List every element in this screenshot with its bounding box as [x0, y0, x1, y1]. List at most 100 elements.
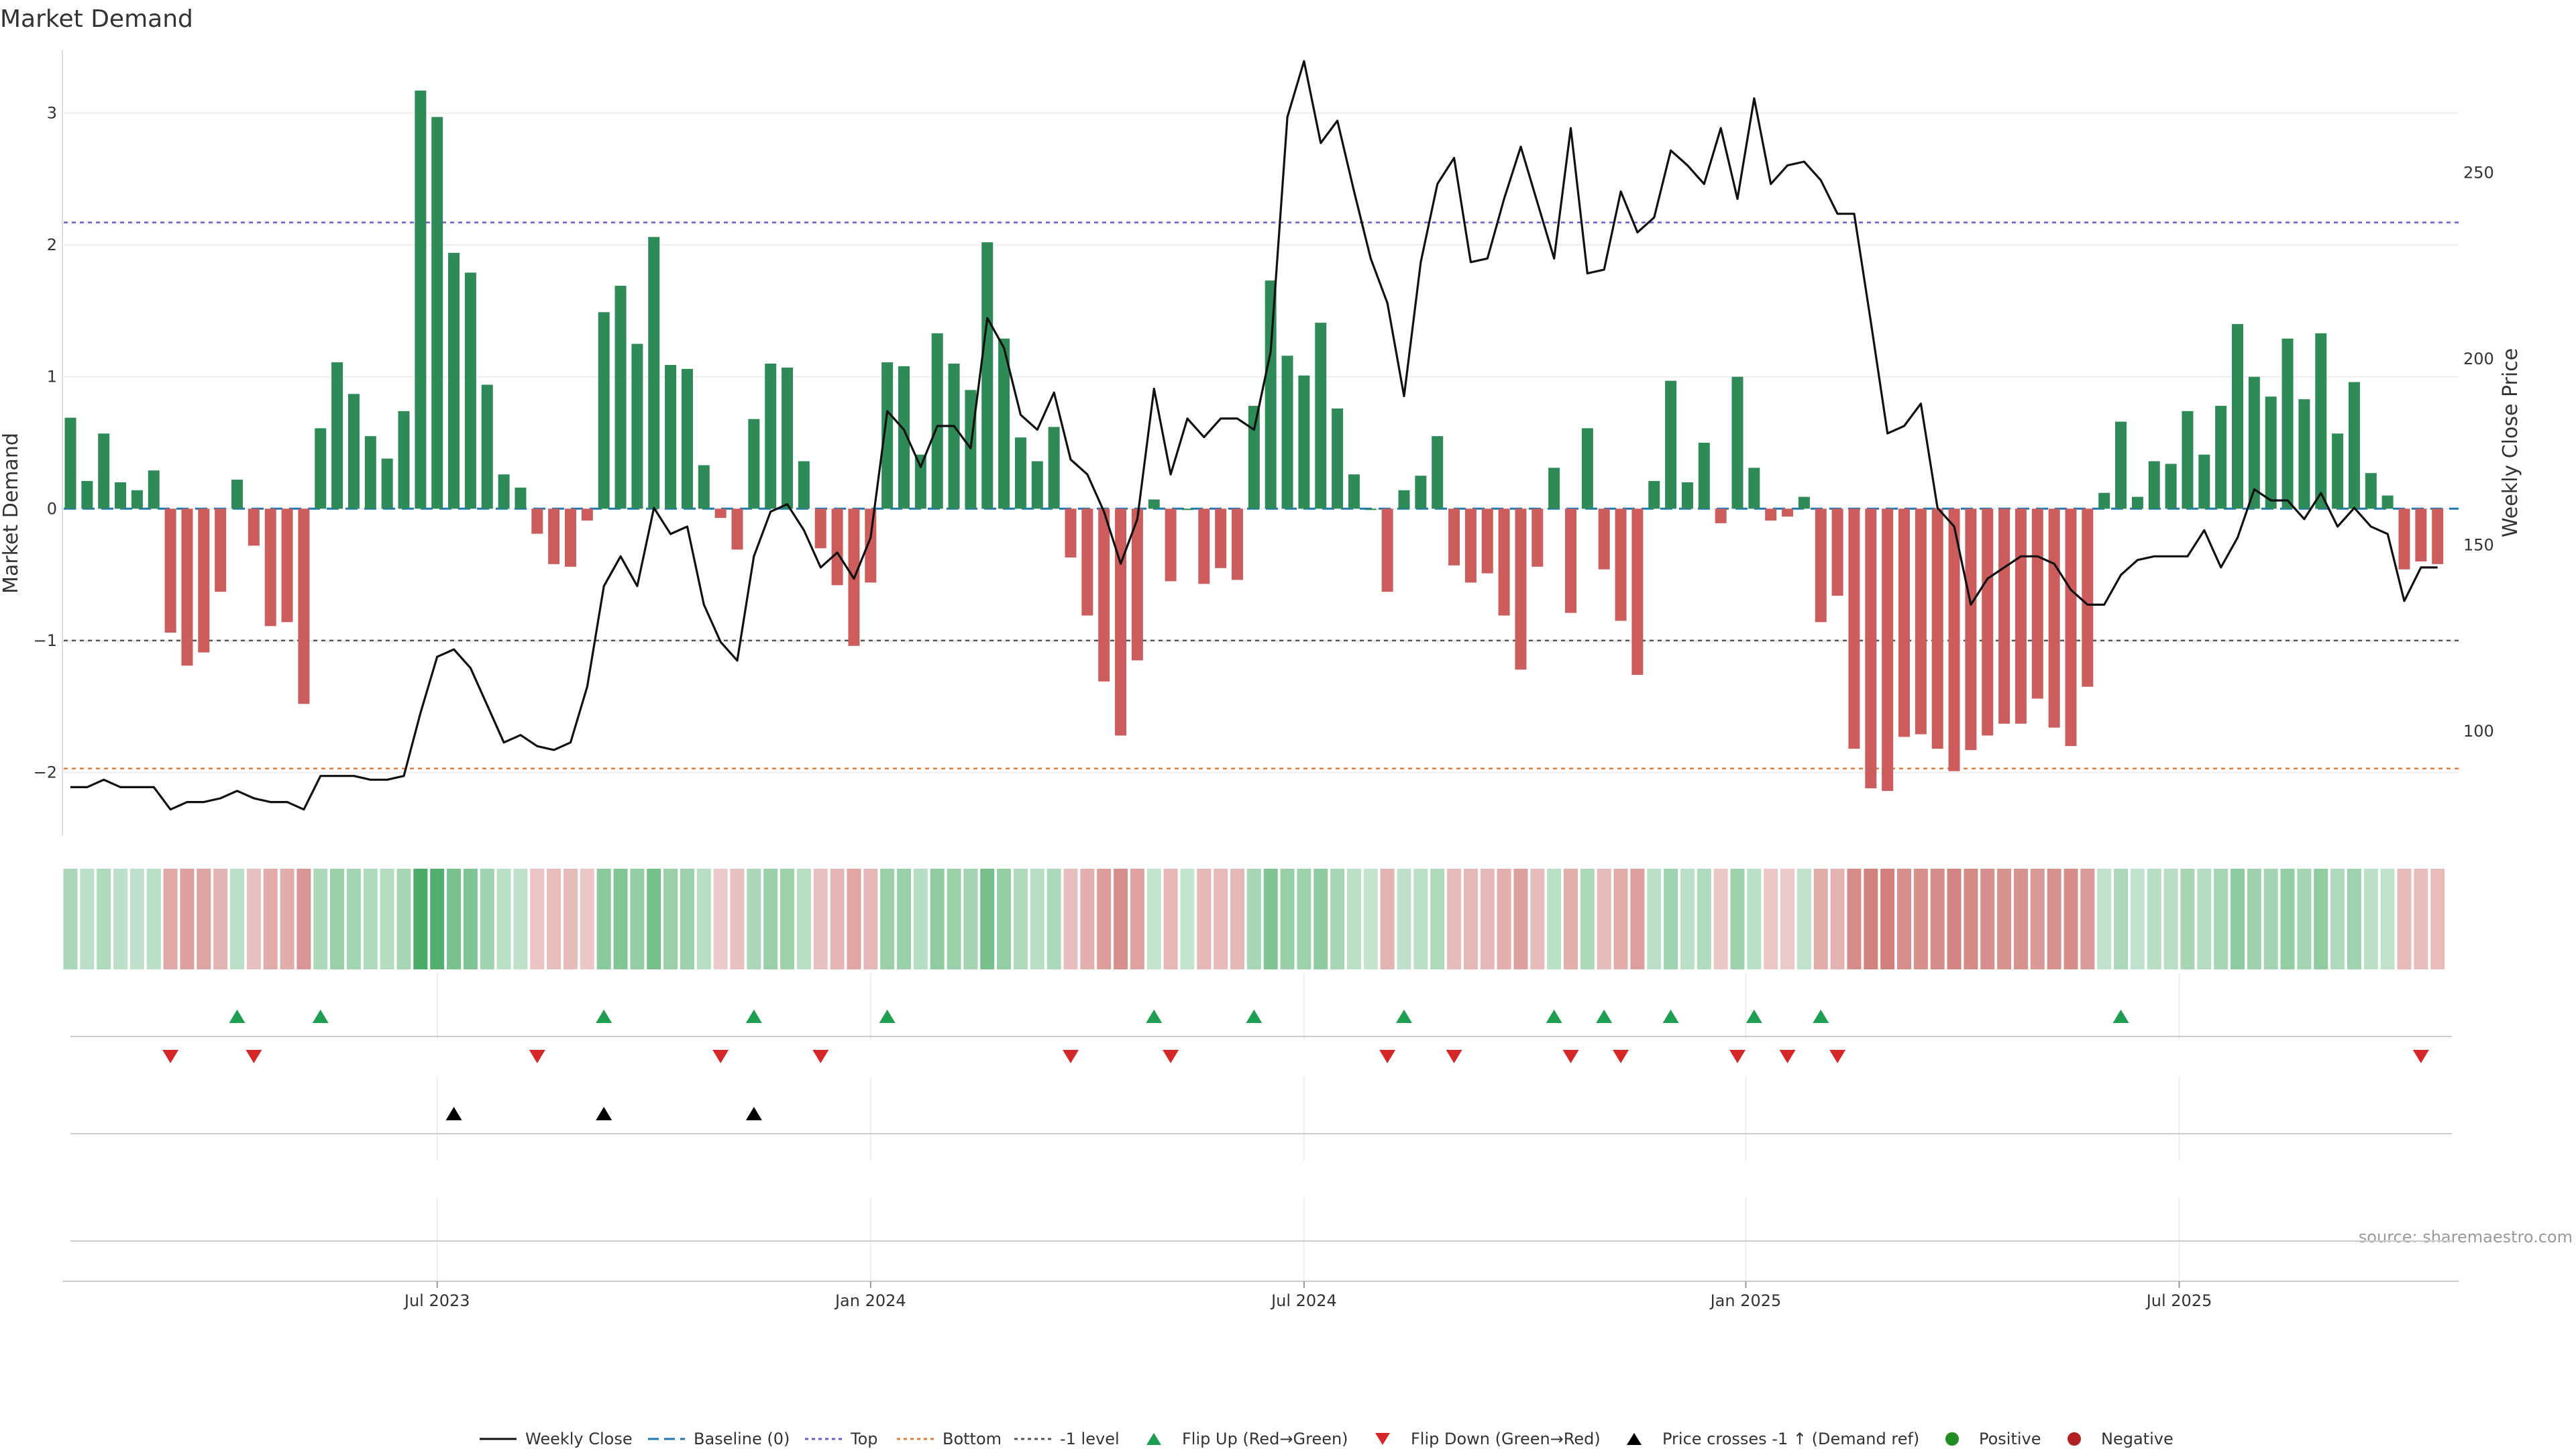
demand-bar: [914, 454, 926, 509]
demand-bar: [498, 474, 510, 509]
demand-bar: [898, 366, 910, 509]
demand-bar: [2198, 454, 2210, 509]
flip-up-marker: [1813, 1010, 1829, 1023]
heat-cell: [1163, 869, 1178, 969]
heat-cell: [863, 869, 878, 969]
heat-cell: [796, 869, 811, 969]
demand-bar: [2048, 508, 2060, 728]
y2-axis-label: Weekly Close Price: [2499, 348, 2522, 537]
demand-bar: [1515, 508, 1527, 670]
heat-cell: [1330, 869, 1345, 969]
heat-cell: [1380, 869, 1395, 969]
price-cross-marker: [745, 1107, 762, 1120]
axis-ticks: −2 −1 0 1 2 3 100 150 200 250 Jul 2023 Jan 2024 Jul …: [34, 103, 2494, 1310]
heat-cell: [447, 869, 462, 969]
flip-up-marker: [2112, 1010, 2129, 1023]
demand-bar: [681, 368, 693, 509]
heat-cell: [2047, 869, 2061, 969]
heat-cell: [1463, 869, 1478, 969]
heat-cell: [1630, 869, 1645, 969]
heat-cell: [2013, 869, 2028, 969]
heat-cell: [747, 869, 761, 969]
demand-bar: [1381, 508, 1393, 592]
heat-cell: [413, 869, 428, 969]
demand-bar: [1481, 508, 1493, 574]
demand-bar: [1315, 323, 1327, 509]
heat-cell: [1647, 869, 1662, 969]
heat-cell: [680, 869, 694, 969]
demand-bar: [1014, 437, 1026, 509]
demand-bar: [1748, 468, 1760, 509]
heat-cell: [730, 869, 745, 969]
heat-cell: [163, 869, 178, 969]
demand-bar: [315, 428, 327, 509]
heat-cell: [97, 869, 111, 969]
flip-down-marker: [1779, 1050, 1796, 1063]
demand-bar: [2015, 508, 2027, 724]
demand-bar: [2165, 464, 2177, 509]
demand-bar: [1898, 508, 1910, 737]
heat-cell: [1897, 869, 1911, 969]
heat-cell: [297, 869, 311, 969]
heat-cell: [1796, 869, 1811, 969]
demand-bar: [1464, 508, 1477, 583]
demand-bar: [731, 508, 743, 550]
heat-cell: [430, 869, 445, 969]
heat-cell: [1313, 869, 1328, 969]
heat-cell: [1597, 869, 1611, 969]
legend-top-label: Top: [850, 1430, 878, 1448]
demand-bar: [515, 487, 527, 509]
heat-cell: [1580, 869, 1595, 969]
demand-bar: [1765, 508, 1777, 521]
demand-bar: [814, 508, 826, 549]
legend-negative-swatch: [2068, 1432, 2081, 1446]
demand-bar: [2065, 508, 2077, 747]
x-tick-label: Jul 2025: [2145, 1291, 2212, 1310]
heat-cell: [547, 869, 561, 969]
demand-bar: [2381, 495, 2394, 509]
heat-cell: [2197, 869, 2212, 969]
heat-cell: [513, 869, 528, 969]
demand-bar: [1665, 380, 1677, 509]
heat-cell: [63, 869, 78, 969]
demand-bar: [1998, 508, 2010, 724]
heat-cell: [1413, 869, 1428, 969]
demand-bar: [1398, 490, 1410, 509]
heat-cell: [1080, 869, 1095, 969]
demand-bar: [1432, 436, 1444, 509]
demand-bar: [2131, 496, 2143, 509]
heat-cell: [847, 869, 861, 969]
heat-cell: [913, 869, 928, 969]
heat-cell: [1180, 869, 1195, 969]
demand-bar: [1448, 508, 1460, 566]
demand-bar: [2182, 411, 2194, 509]
heat-cell: [363, 869, 378, 969]
y2-tick-label: 250: [2463, 164, 2494, 182]
flip-down-marker: [1613, 1050, 1629, 1063]
heat-cell: [2280, 869, 2295, 969]
demand-bar: [1415, 476, 1427, 509]
heat-cell: [564, 869, 578, 969]
heat-cell: [2231, 869, 2245, 969]
heat-cell: [380, 869, 394, 969]
heat-cell: [2063, 869, 2078, 969]
x-tick-label: Jan 2024: [834, 1291, 906, 1310]
demand-bar: [714, 508, 727, 519]
flip-up-marker: [229, 1010, 246, 1023]
heat-cell: [1030, 869, 1044, 969]
flip-up-marker: [1746, 1010, 1762, 1023]
demand-bar: [1731, 376, 1743, 509]
demand-bar: [364, 436, 376, 509]
heat-cell: [830, 869, 845, 969]
heat-cell: [480, 869, 494, 969]
demand-bar: [1982, 508, 1994, 736]
demand-bar: [298, 508, 310, 704]
demand-bar: [2082, 508, 2094, 687]
demand-bar: [2365, 473, 2377, 509]
flip-down-marker: [1063, 1050, 1079, 1063]
demand-bar: [164, 508, 176, 633]
demand-bar: [464, 272, 476, 509]
heat-cell: [2430, 869, 2445, 969]
demand-bar: [2315, 333, 2327, 509]
heat-cell: [146, 869, 161, 969]
